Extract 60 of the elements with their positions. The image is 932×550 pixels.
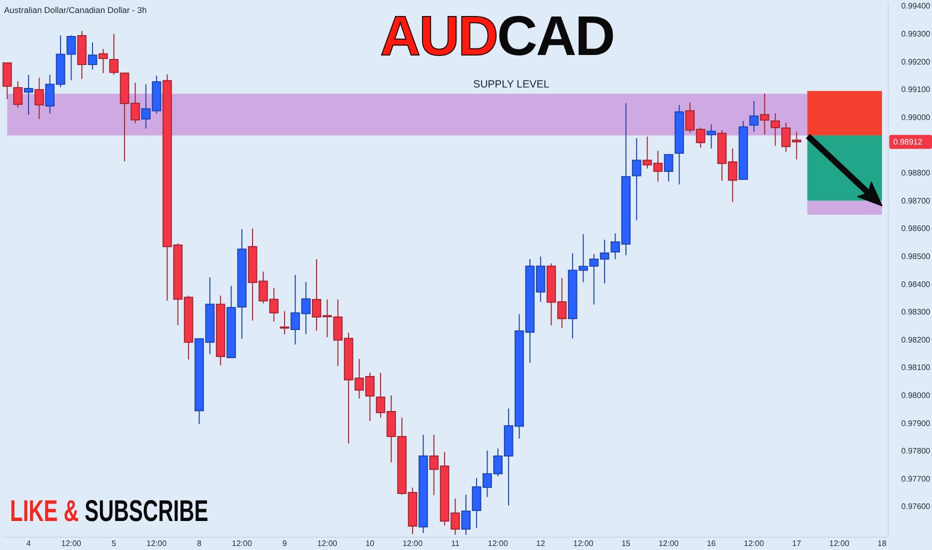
candlestick: [98, 48, 108, 74]
candlestick: [34, 77, 44, 120]
y-tick-label: 0.98100: [901, 363, 931, 372]
candlestick: [749, 100, 759, 132]
x-tick-label: 12:00: [744, 538, 765, 548]
y-tick-label: 0.99200: [901, 57, 931, 66]
chart-subtitle: Australian Dollar/Canadian Dollar - 3h: [4, 5, 147, 15]
y-tick-label: 0.98600: [901, 224, 931, 234]
x-tick-label: 4: [26, 538, 32, 548]
candlestick: [13, 80, 23, 108]
y-tick-label: 0.98800: [901, 168, 931, 178]
x-tick-label: 10: [365, 538, 375, 548]
candlestick: [2, 62, 12, 100]
y-tick-label: 0.98300: [901, 308, 931, 317]
candlestick: [88, 42, 98, 70]
x-tick-label: 12:00: [232, 538, 252, 548]
y-tick-label: 0.97800: [901, 446, 931, 456]
y-tick-label: 0.99300: [901, 30, 931, 39]
x-tick-label: 12:00: [573, 538, 594, 548]
candlestick: [418, 434, 428, 534]
annotation: LIKE & SUBSCRIBE: [10, 496, 208, 528]
x-tick-label: 5: [112, 538, 117, 548]
candlestick: [77, 30, 87, 80]
y-tick-label: 0.97600: [901, 502, 931, 512]
y-tick-label: 0.98400: [901, 280, 931, 289]
candlestick: [280, 310, 290, 335]
x-tick-label: 8: [197, 538, 202, 548]
y-tick-label: 0.98000: [901, 390, 931, 400]
x-tick-label: 11: [451, 538, 460, 548]
x-tick-label: 17: [792, 538, 802, 548]
y-tick-label: 0.99400: [901, 2, 931, 11]
x-tick-label: 15: [621, 538, 631, 548]
candlestick: [760, 92, 770, 135]
y-tick-label: 0.98200: [901, 335, 931, 344]
candlestick: [674, 104, 684, 185]
band-label: SUPPLY LEVEL: [473, 78, 550, 91]
x-tick-label: 12:00: [146, 538, 168, 548]
x-tick-label: 12:00: [402, 538, 424, 548]
x-tick-label: 12:00: [488, 538, 508, 548]
x-tick-label: 16: [706, 538, 716, 548]
x-tick-label: 12:00: [61, 538, 82, 548]
chart-title: AUDCAD: [380, 4, 614, 67]
candlestick: [706, 124, 716, 150]
x-tick-label: 9: [282, 538, 288, 548]
x-tick-label: 12:00: [658, 538, 680, 548]
candlestick: [216, 295, 226, 366]
y-tick-label: 0.97700: [901, 474, 931, 484]
candlestick: [664, 154, 674, 182]
y-tick-label: 0.98500: [901, 252, 931, 261]
candlestick: [738, 120, 748, 180]
y-tick-label: 0.99000: [901, 112, 931, 122]
y-tick-label: 0.98700: [901, 196, 931, 206]
y-tick-label: 0.97900: [901, 418, 931, 428]
x-tick-label: 12: [536, 538, 546, 548]
x-tick-label: 18: [878, 538, 887, 548]
x-tick-label: 12:00: [317, 538, 338, 548]
candlestick: [24, 74, 34, 116]
text: 0.98912: [893, 138, 923, 147]
y-tick-label: 0.99100: [901, 85, 931, 94]
x-tick-label: 12:00: [829, 538, 850, 548]
